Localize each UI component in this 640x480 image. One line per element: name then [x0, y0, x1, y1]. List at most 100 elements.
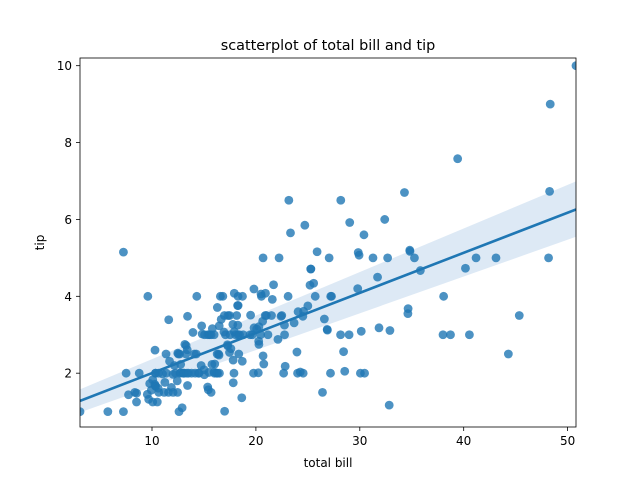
x-tick-label: 30	[352, 434, 367, 448]
data-point	[461, 263, 470, 273]
data-point	[132, 388, 142, 398]
data-point	[327, 291, 336, 301]
data-point	[233, 301, 243, 310]
data-point	[254, 339, 264, 349]
data-point	[164, 315, 174, 325]
data-point	[103, 407, 113, 417]
data-point	[491, 253, 501, 263]
data-point	[173, 388, 182, 397]
data-point	[322, 325, 332, 335]
data-point	[383, 253, 393, 263]
data-point	[177, 403, 187, 413]
data-point	[339, 347, 348, 357]
data-point	[237, 393, 247, 403]
data-point	[503, 349, 513, 359]
data-point	[280, 330, 289, 340]
data-point	[318, 388, 327, 397]
data-point	[544, 253, 553, 263]
data-point	[319, 314, 329, 324]
data-point	[132, 397, 141, 407]
plot-frame	[79, 57, 577, 428]
data-point	[279, 368, 289, 378]
data-point	[405, 246, 415, 256]
y-tick-label: 2	[64, 367, 72, 381]
regression-line-layer	[80, 208, 576, 403]
data-point	[192, 291, 202, 301]
y-tick-label: 6	[64, 213, 72, 227]
data-point	[206, 388, 216, 397]
data-point	[273, 334, 283, 344]
data-point	[80, 407, 85, 417]
data-point	[234, 349, 244, 359]
data-point	[514, 311, 524, 320]
data-point	[303, 301, 313, 311]
data-point	[571, 61, 576, 71]
data-point	[121, 368, 131, 378]
data-point	[384, 400, 394, 410]
data-point	[385, 326, 395, 335]
data-point	[345, 218, 355, 227]
data-point	[183, 311, 192, 321]
data-point	[403, 304, 413, 314]
data-point	[119, 407, 128, 417]
data-point	[292, 347, 302, 357]
data-point	[261, 288, 270, 298]
data-point	[453, 154, 463, 164]
data-point	[214, 350, 224, 360]
y-axis-ticks: 2 4 6 8 10	[57, 59, 80, 381]
data-point	[220, 406, 230, 416]
data-point	[258, 253, 268, 263]
data-point	[218, 291, 228, 301]
y-tick-label: 4	[64, 290, 72, 304]
data-point	[359, 230, 369, 240]
data-point	[119, 247, 128, 257]
data-point	[228, 378, 238, 388]
data-point	[368, 253, 378, 263]
data-point	[182, 345, 192, 355]
data-point	[471, 253, 481, 263]
data-point	[280, 361, 290, 371]
data-point	[267, 294, 277, 304]
data-point	[336, 330, 345, 340]
data-point	[400, 188, 409, 197]
data-point	[210, 359, 220, 369]
data-point	[232, 311, 242, 320]
data-point	[237, 356, 247, 366]
data-point	[238, 291, 247, 301]
data-point	[298, 368, 308, 378]
y-axis-label: tip	[33, 235, 47, 251]
data-point	[326, 368, 335, 378]
data-point	[380, 215, 390, 224]
data-point	[209, 330, 219, 340]
data-point	[225, 311, 235, 320]
data-point	[160, 378, 170, 387]
data-point	[286, 228, 295, 238]
data-point	[161, 349, 171, 359]
x-axis-label: total bill	[304, 456, 353, 470]
data-point	[283, 291, 293, 301]
x-tick-label: 10	[144, 434, 159, 448]
data-point	[143, 291, 153, 301]
data-point	[353, 284, 363, 294]
data-point	[229, 368, 239, 378]
data-point	[134, 368, 144, 378]
data-point	[197, 321, 207, 331]
data-point	[289, 318, 299, 328]
data-point	[306, 264, 316, 274]
x-tick-label: 20	[248, 434, 263, 448]
data-point	[269, 280, 278, 290]
data-point	[545, 186, 555, 196]
data-point	[356, 326, 366, 336]
y-tick-label: 10	[57, 59, 72, 73]
data-point	[374, 323, 384, 333]
data-point	[246, 310, 255, 320]
data-point	[284, 195, 294, 205]
data-point	[263, 330, 273, 340]
y-tick-label: 8	[64, 136, 72, 150]
data-point	[150, 345, 160, 355]
data-point	[249, 284, 259, 294]
data-point	[465, 330, 474, 340]
data-point	[188, 328, 198, 337]
data-point	[212, 303, 222, 312]
